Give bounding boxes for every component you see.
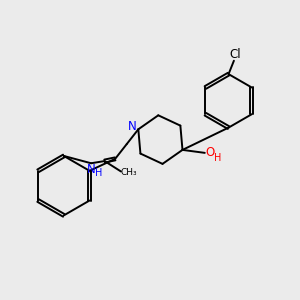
Text: O: O <box>206 146 215 159</box>
Text: N: N <box>87 163 96 176</box>
Text: Cl: Cl <box>230 48 241 61</box>
Text: CH₃: CH₃ <box>121 169 138 178</box>
Text: H: H <box>214 153 222 163</box>
Text: H: H <box>95 168 103 178</box>
Text: N: N <box>128 120 136 134</box>
